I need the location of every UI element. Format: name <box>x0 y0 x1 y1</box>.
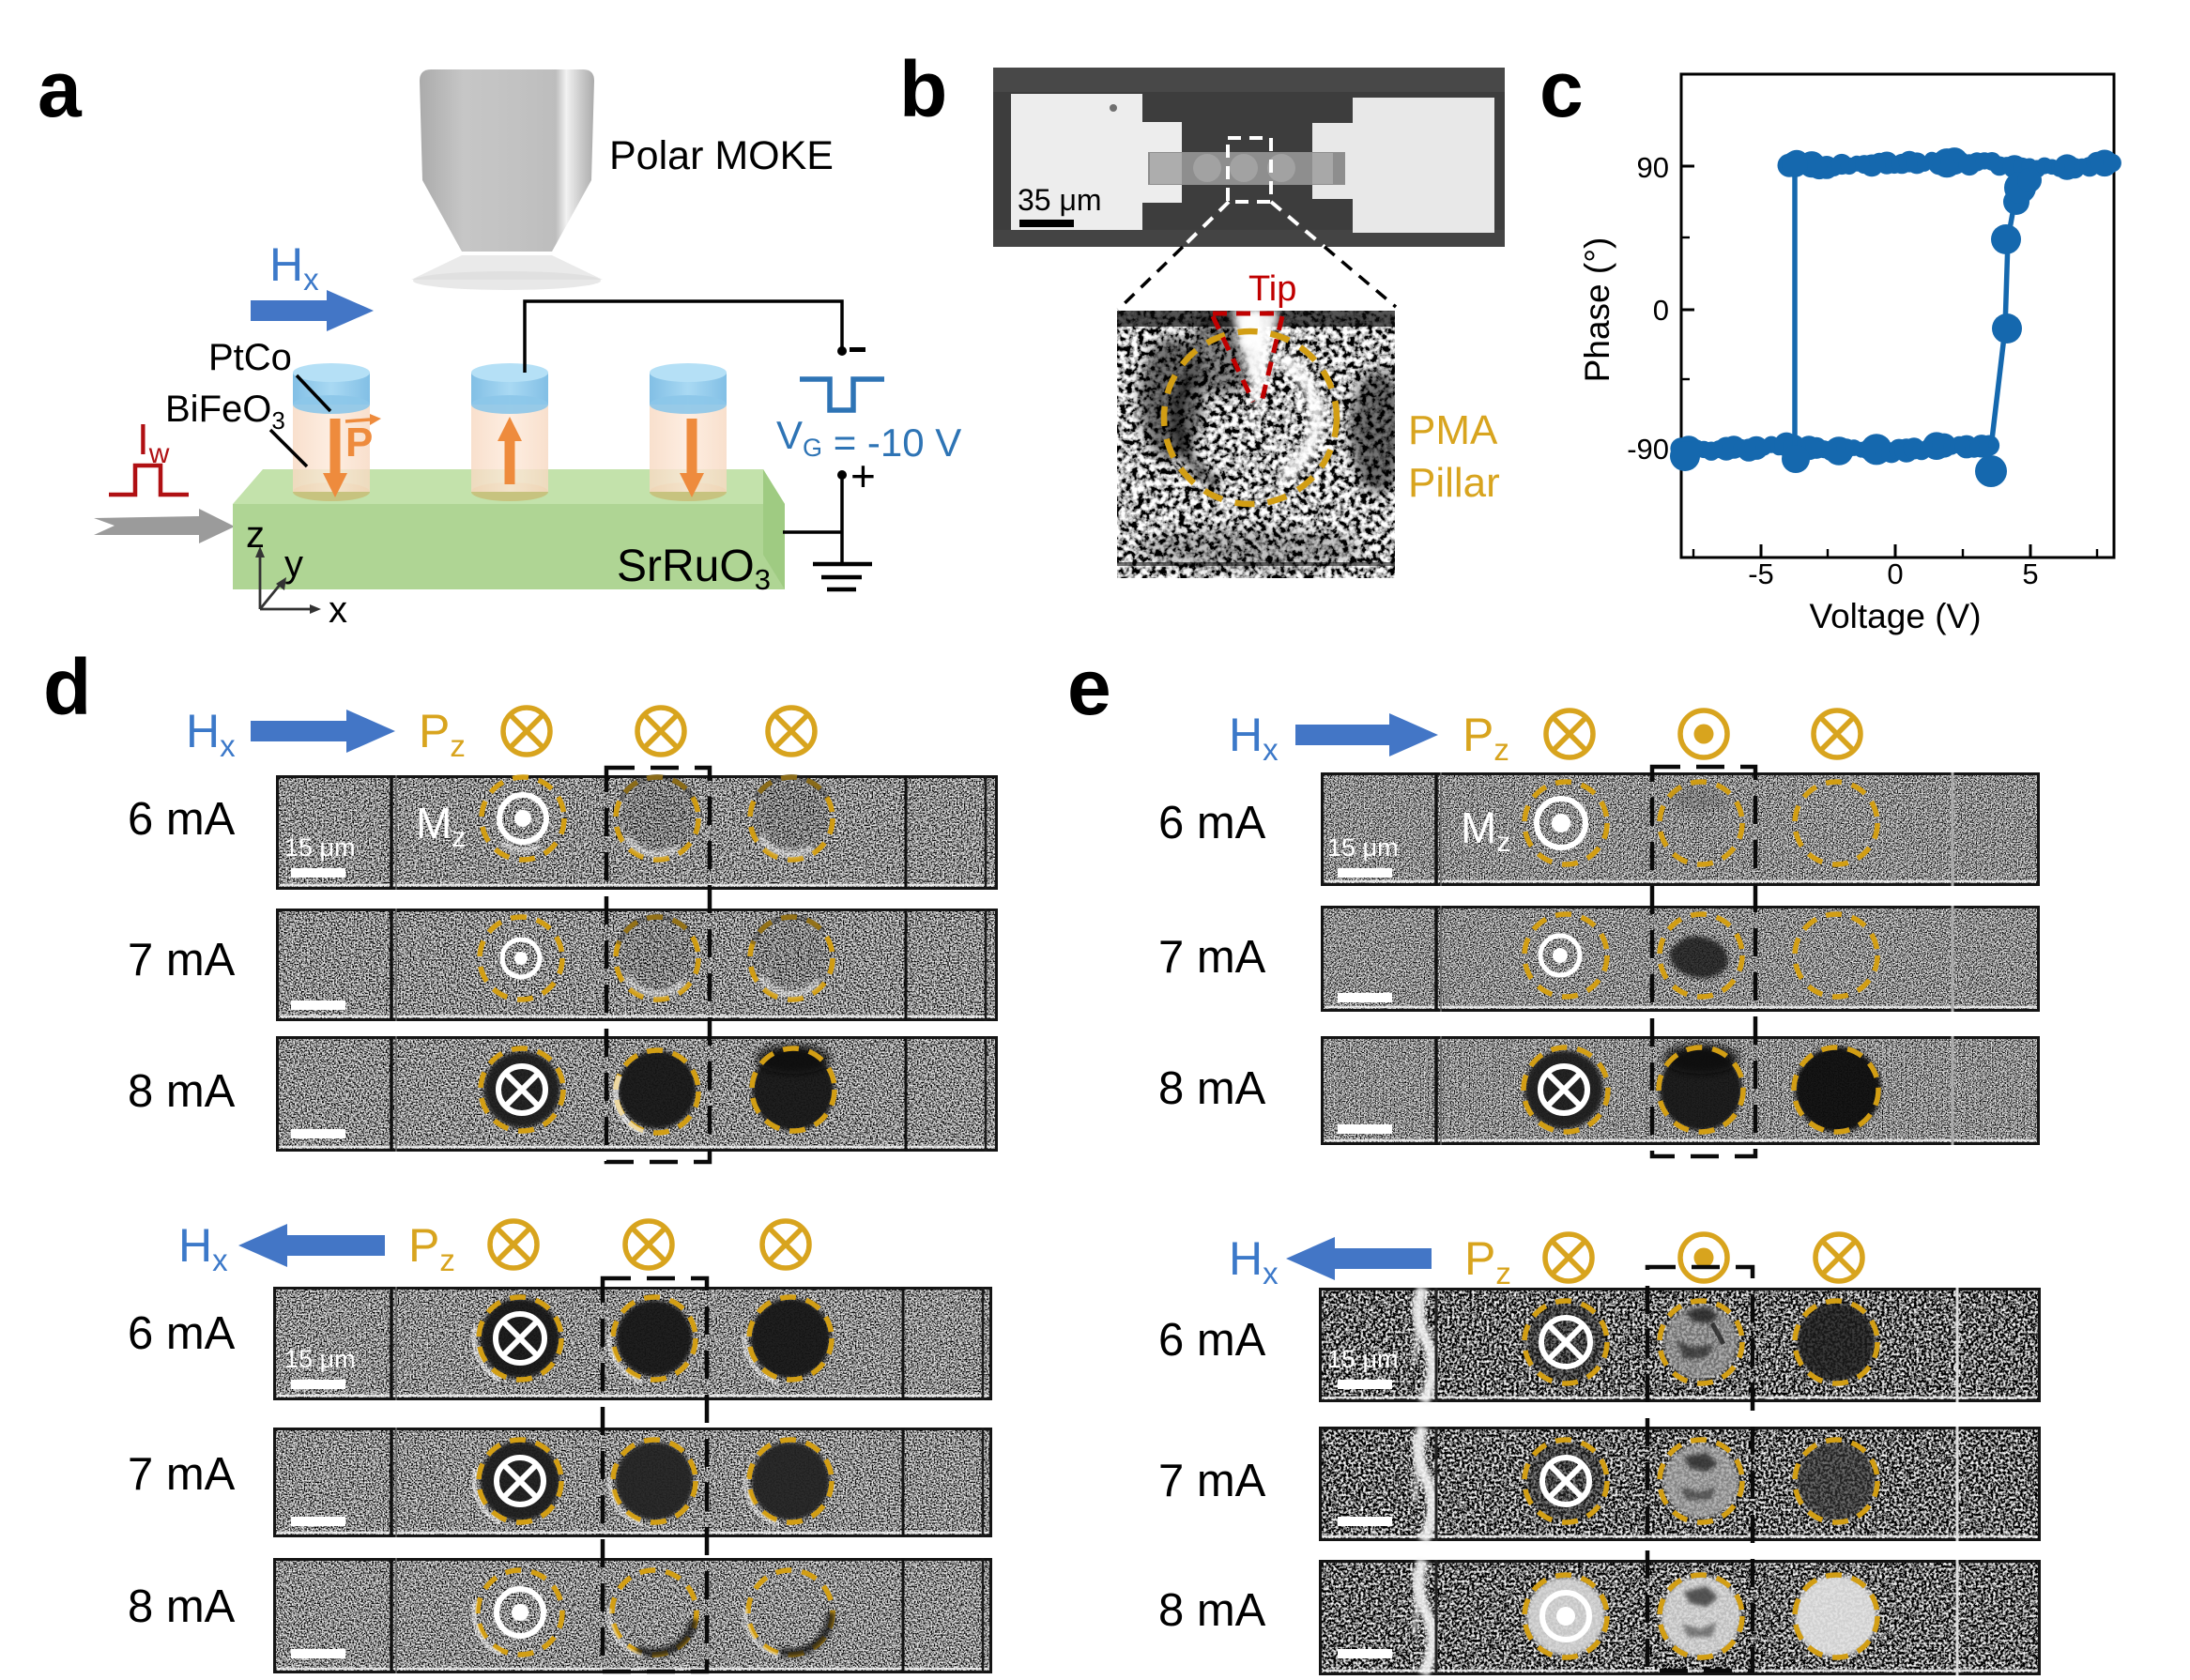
svg-text:8 mA: 8 mA <box>1158 1585 1266 1636</box>
svg-text:Voltage (V): Voltage (V) <box>1809 597 1981 635</box>
svg-text:PMA: PMA <box>1408 407 1498 453</box>
svg-text:e: e <box>1067 643 1111 731</box>
svg-text:15 μm: 15 μm <box>284 833 356 862</box>
svg-text:P: P <box>345 420 373 466</box>
svg-text:-5: -5 <box>1748 557 1774 590</box>
svg-text:15 μm: 15 μm <box>284 1345 356 1373</box>
svg-text:d: d <box>43 643 91 731</box>
svg-text:PtCo: PtCo <box>208 337 292 378</box>
svg-text:6 mA: 6 mA <box>128 794 236 845</box>
svg-text:35 μm: 35 μm <box>1018 183 1102 217</box>
svg-text:0: 0 <box>1887 557 1903 590</box>
svg-text:6 mA: 6 mA <box>128 1308 236 1359</box>
svg-text:8 mA: 8 mA <box>128 1581 236 1632</box>
svg-text:c: c <box>1539 45 1584 133</box>
svg-text:15 μm: 15 μm <box>1327 1345 1399 1373</box>
svg-text:y: y <box>284 543 303 585</box>
svg-text:Iw: Iw <box>137 415 170 469</box>
svg-text:Polar MOKE: Polar MOKE <box>609 133 834 178</box>
svg-text:7 mA: 7 mA <box>128 935 236 985</box>
svg-text:Pz: Pz <box>408 1219 455 1277</box>
svg-text:BiFeO3: BiFeO3 <box>165 389 285 435</box>
svg-text:z: z <box>246 514 265 556</box>
svg-text:0: 0 <box>1653 294 1669 327</box>
svg-text:15 μm: 15 μm <box>1327 833 1399 862</box>
svg-text:Mz: Mz <box>416 799 466 853</box>
svg-text:8 mA: 8 mA <box>128 1066 236 1117</box>
svg-text:7 mA: 7 mA <box>128 1449 236 1500</box>
svg-text:x: x <box>329 589 347 631</box>
svg-text:8 mA: 8 mA <box>1158 1063 1266 1114</box>
svg-text:5: 5 <box>2022 557 2038 590</box>
svg-text:Tip: Tip <box>1248 269 1296 309</box>
svg-text:7 mA: 7 mA <box>1158 1456 1266 1506</box>
svg-text:90: 90 <box>1637 151 1669 184</box>
svg-text:+: + <box>850 451 876 500</box>
svg-text:-90: -90 <box>1627 433 1669 466</box>
svg-text:7 mA: 7 mA <box>1158 932 1266 983</box>
svg-text:6 mA: 6 mA <box>1158 1315 1266 1366</box>
svg-text:a: a <box>38 45 83 133</box>
svg-text:SrRuO3: SrRuO3 <box>617 542 771 596</box>
svg-text:b: b <box>899 45 947 133</box>
svg-text:Pillar: Pillar <box>1408 460 1500 506</box>
svg-text:Phase (°): Phase (°) <box>1578 237 1616 383</box>
svg-text:6 mA: 6 mA <box>1158 798 1266 848</box>
